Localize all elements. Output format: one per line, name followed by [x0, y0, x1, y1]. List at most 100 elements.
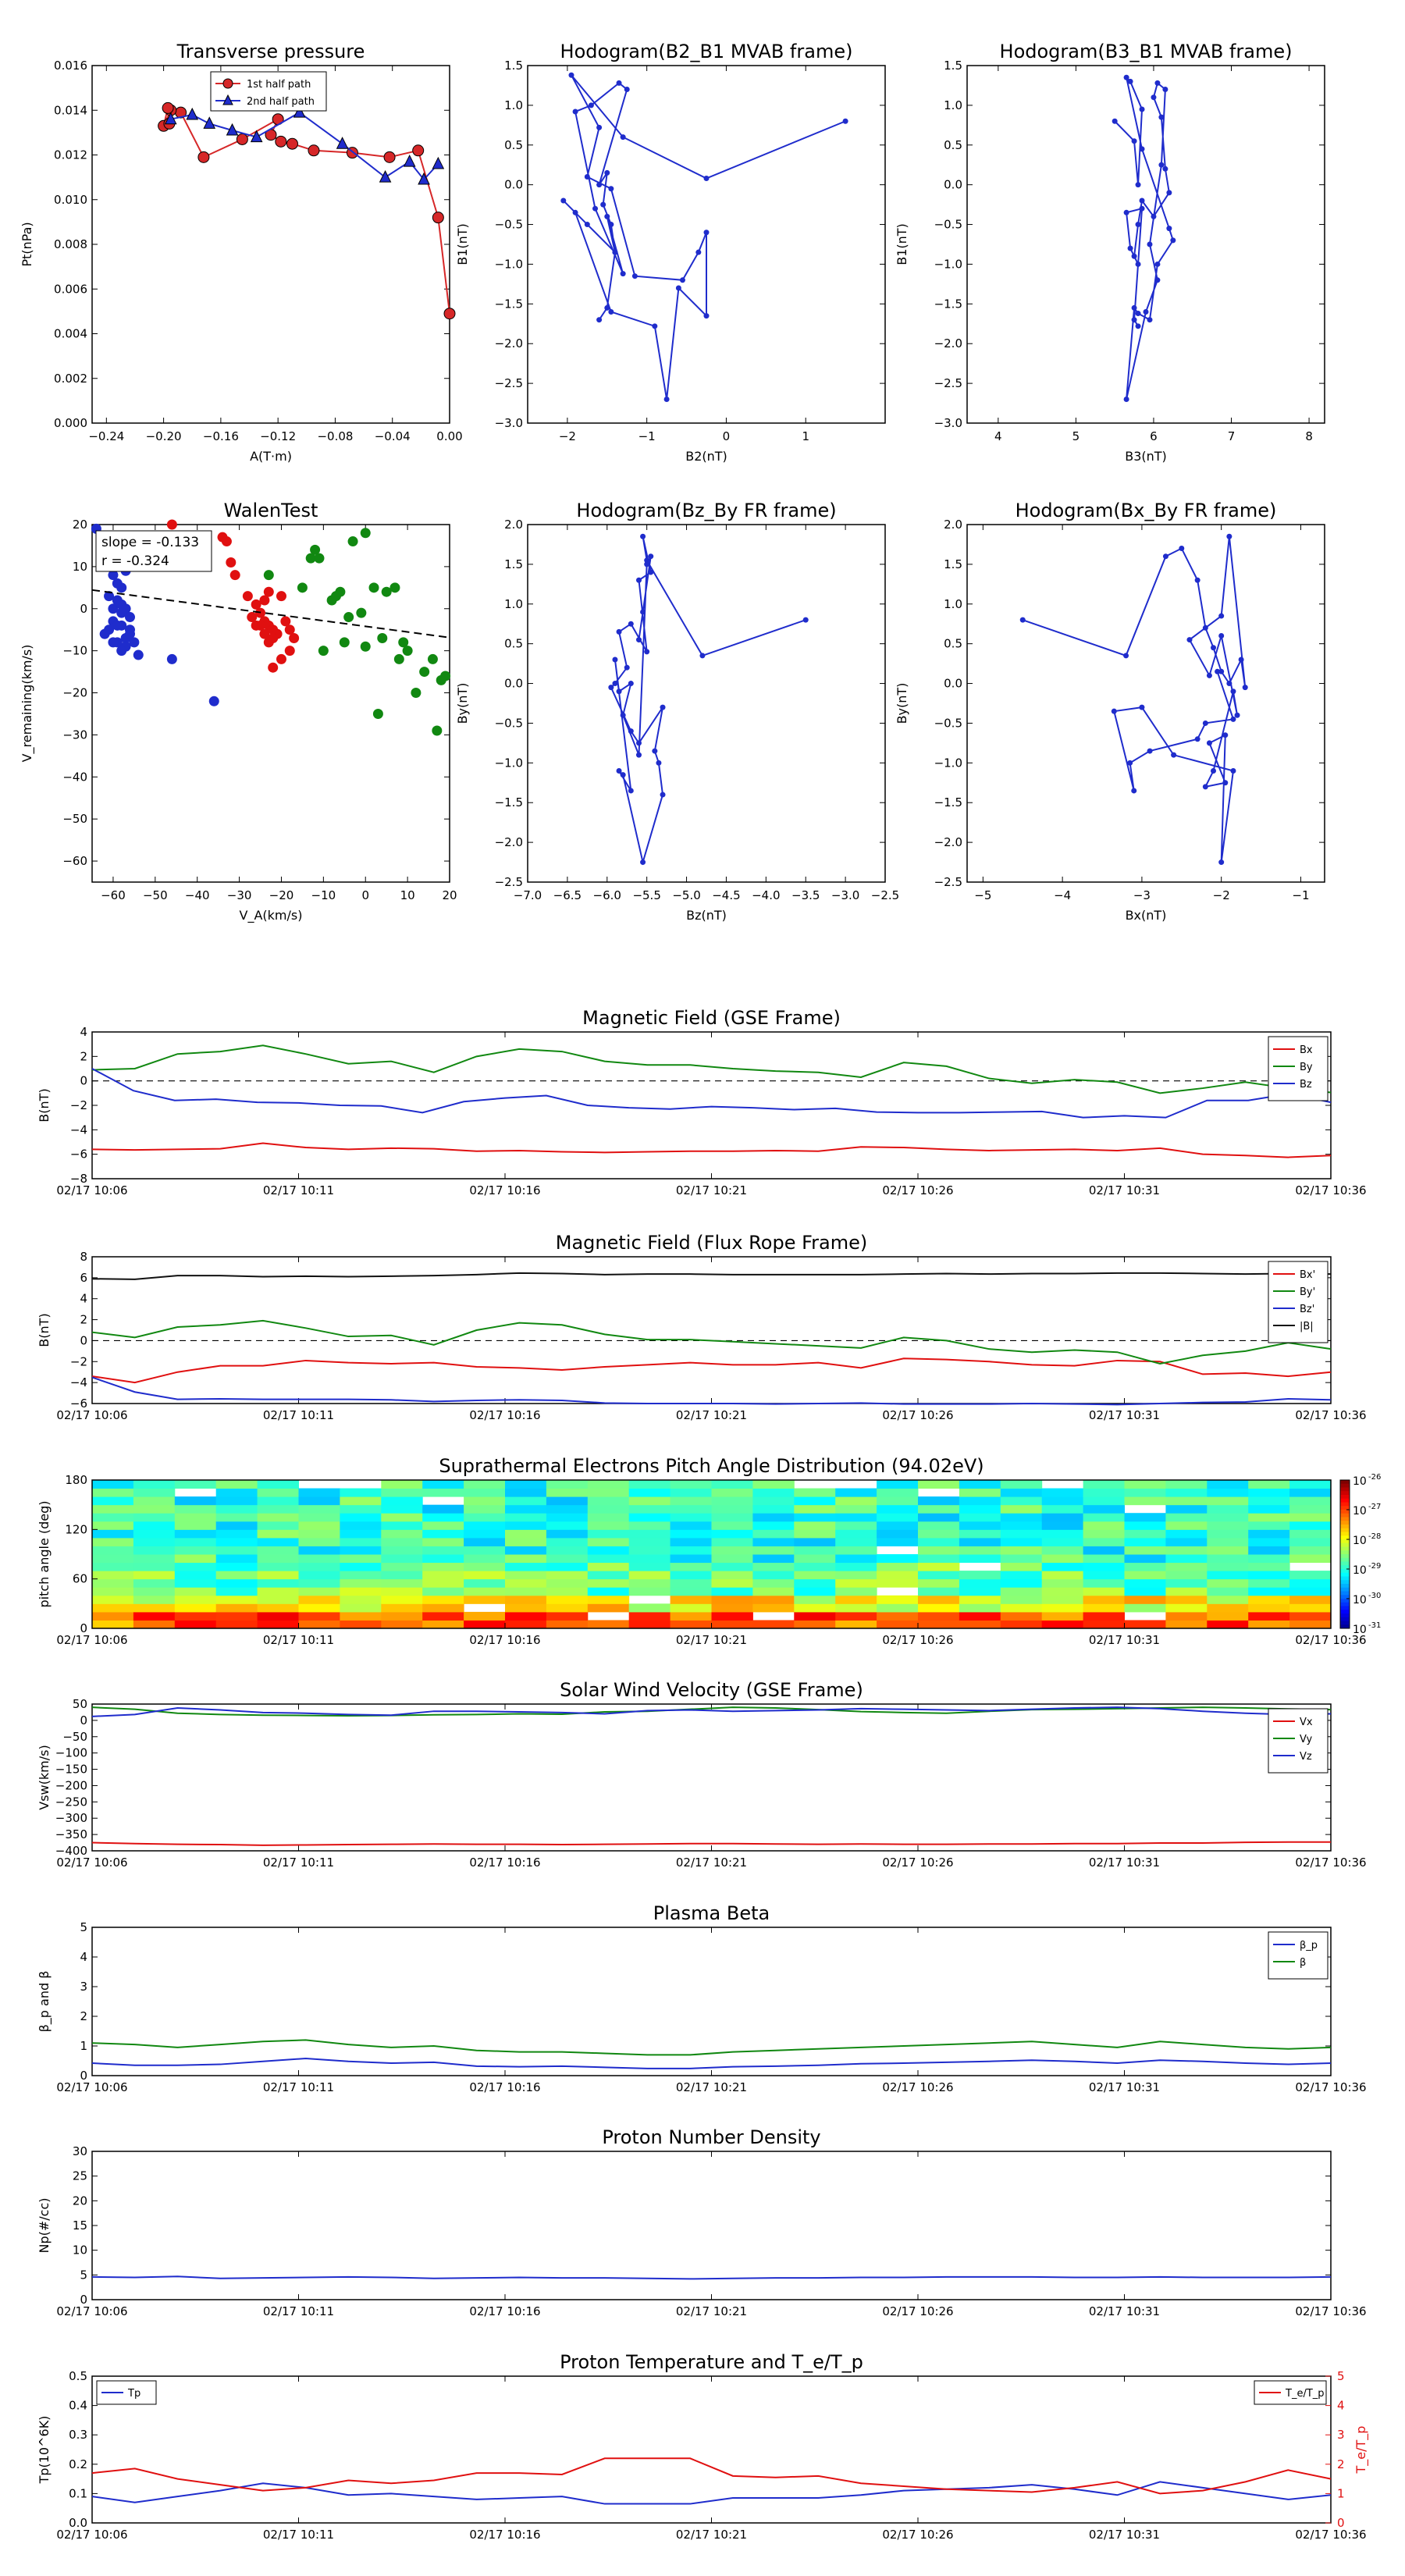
walen-point: [377, 632, 388, 643]
hodogram-point: [1206, 672, 1212, 678]
y-axis-label: By(nT): [895, 683, 909, 724]
data-point: [286, 137, 298, 150]
legend-frame: [1268, 1261, 1329, 1343]
colorbar-step: [1340, 1502, 1350, 1507]
tp-frame: [91, 65, 450, 424]
heatmap-cell: [133, 1611, 176, 1621]
data-point: [443, 308, 456, 320]
heatmap-cell: [711, 1578, 753, 1588]
heatmap-cell: [711, 1611, 753, 1621]
heatmap-cell: [587, 1546, 630, 1555]
panel-tp: −0.24 −0.20 −0.16 −0.12 −0.08 −0.04 0.00 0.000 0…: [20, 41, 463, 464]
heatmap-cell: [918, 1587, 960, 1596]
hodogram-point: [1112, 118, 1118, 124]
colorbar-step: [1340, 1542, 1350, 1547]
chart-title: Proton Temperature and T_e/T_p: [560, 2351, 863, 2373]
heatmap-cell: [711, 1620, 753, 1629]
x-tick-label: 20: [442, 888, 457, 902]
heatmap-cell: [752, 1554, 795, 1564]
heatmap-cell: [1207, 1488, 1249, 1497]
data-point: [293, 105, 306, 118]
heatmap-cell: [1041, 1521, 1084, 1530]
heatmap-cell: [1124, 1513, 1166, 1522]
heatmap-cell: [711, 1595, 753, 1604]
heatmap-cell: [711, 1480, 753, 1489]
heatmap-cell: [959, 1496, 1001, 1506]
heatmap-cell: [1083, 1603, 1125, 1613]
heatmap-cell: [918, 1521, 960, 1530]
y-tick-label: −50: [62, 812, 87, 826]
data-point: [379, 170, 392, 183]
heatmap-cell: [794, 1554, 836, 1564]
heatmap-cell: [959, 1480, 1001, 1489]
colorbar-exponent: -28: [1368, 1532, 1381, 1541]
hodogram-point: [628, 728, 634, 735]
data-point: [308, 144, 320, 157]
colorbar-step: [1340, 1491, 1350, 1496]
heatmap-cell: [1124, 1554, 1166, 1564]
heatmap-cell: [381, 1529, 423, 1539]
heatmap-cell: [1289, 1546, 1332, 1555]
heatmap-cell: [174, 1620, 217, 1629]
colorbar-exponent: -29: [1368, 1562, 1381, 1571]
walen-point: [129, 637, 140, 648]
heatmap-cell: [340, 1521, 382, 1530]
heatmap-cell: [257, 1562, 299, 1571]
heatmap-cell: [1207, 1529, 1249, 1539]
heatmap-cell: [628, 1603, 671, 1613]
hodogram-point: [635, 577, 642, 583]
heatmap-cell: [587, 1521, 630, 1530]
heatmap-cell: [752, 1587, 795, 1596]
walen-frame: [91, 524, 450, 883]
heatmap-cell: [133, 1587, 176, 1596]
heatmap-cell: [1041, 1496, 1084, 1506]
hodogram-point: [1131, 317, 1137, 323]
heatmap-cell: [257, 1537, 299, 1546]
series-line-0: [91, 1142, 1332, 1158]
y-tick-label: 20: [73, 518, 87, 532]
heatmap-cell: [794, 1587, 836, 1596]
y-tick-label: 60: [73, 1572, 87, 1586]
heatmap-cell: [1165, 1603, 1208, 1613]
hodogram-point: [612, 249, 618, 255]
hodogram-point: [1218, 632, 1225, 639]
series-line-2: [91, 1068, 1332, 1119]
hodogram-point: [640, 533, 646, 539]
heatmap-cell: [298, 1562, 340, 1571]
x-tick-label: 02/17 10:26: [882, 2080, 953, 2094]
y-tick-label: 2: [80, 1049, 87, 1063]
heatmap-cell: [794, 1611, 836, 1621]
walen-point: [310, 544, 321, 555]
heatmap-cell: [381, 1521, 423, 1530]
x-tick-label: 02/17 10:36: [1295, 2080, 1366, 2094]
colorbar-step: [1340, 1539, 1350, 1544]
heatmap-cell: [505, 1611, 547, 1621]
heatmap-cell: [1207, 1521, 1249, 1530]
series-line-2: [91, 1706, 1332, 1717]
heatmap-cell: [92, 1611, 134, 1621]
heatmap-cell: [752, 1488, 795, 1497]
y-tick-label: 15: [73, 2218, 87, 2233]
heatmap-cell: [1165, 1546, 1208, 1555]
heatmap-cell: [92, 1554, 134, 1564]
y-tick-label: 10: [73, 560, 87, 574]
y-tick-label: −1.0: [934, 756, 962, 770]
hodogram-point: [1123, 74, 1129, 80]
heatmap-cell: [1000, 1546, 1043, 1555]
heatmap-cell: [1083, 1587, 1125, 1596]
y-tick-label: 50: [73, 1697, 87, 1711]
x-tick-label: −20: [269, 888, 294, 902]
mfgse-frame: [91, 1031, 1332, 1179]
y-tick-label: −1.5: [934, 795, 962, 809]
hodogram-point: [802, 617, 809, 623]
hodogram-point: [1135, 222, 1141, 228]
hodogram-point: [703, 313, 710, 319]
hodogram-point: [1226, 533, 1232, 539]
hodogram-point: [1131, 253, 1137, 259]
heatmap-cell: [546, 1496, 589, 1506]
heatmap-cell: [1124, 1562, 1166, 1571]
hodogram-point: [596, 317, 603, 323]
heatmap-cell: [174, 1562, 217, 1571]
heatmap-cell: [711, 1537, 753, 1546]
colorbar-step: [1340, 1576, 1350, 1581]
